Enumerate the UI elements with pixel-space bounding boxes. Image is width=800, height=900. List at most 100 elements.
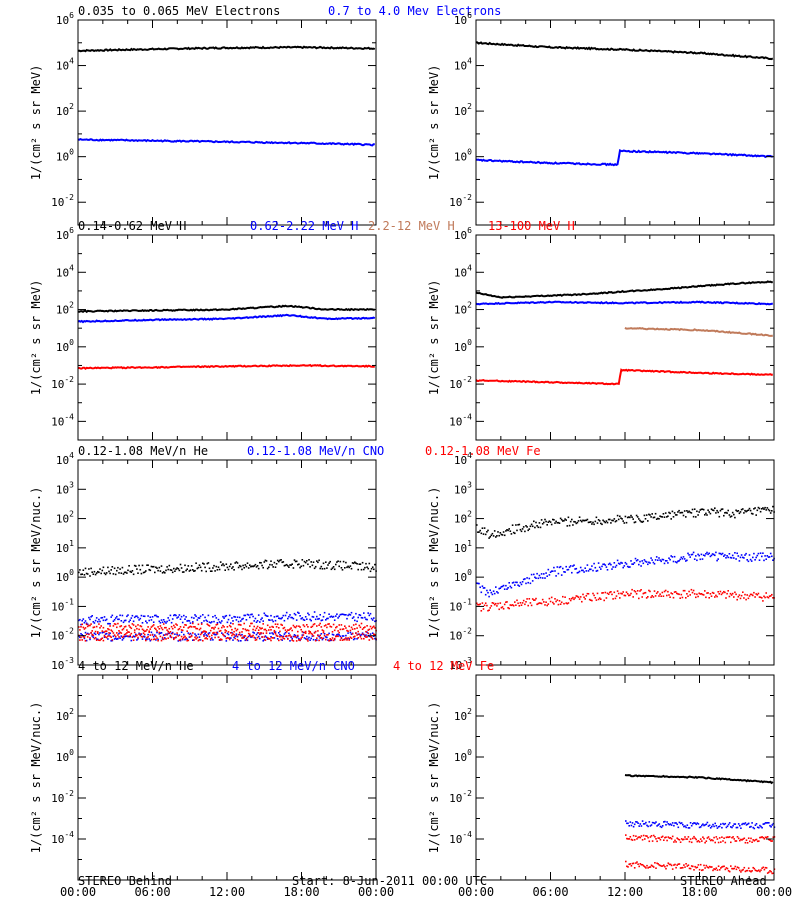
- series-point: [626, 837, 628, 840]
- series-point: [659, 515, 661, 517]
- data-series: [475, 300, 774, 306]
- series-point: [651, 840, 654, 842]
- series-point: [731, 826, 733, 829]
- series-point: [744, 841, 747, 844]
- series-point: [269, 638, 271, 640]
- series-point: [662, 513, 665, 515]
- series-point: [127, 635, 129, 637]
- series-point: [136, 568, 138, 570]
- series-point: [233, 569, 235, 571]
- series-point: [198, 636, 201, 638]
- series-point: [302, 618, 305, 621]
- series-point: [670, 838, 673, 840]
- series-point: [487, 591, 489, 594]
- series-point: [662, 595, 665, 597]
- series-point: [122, 627, 125, 630]
- series-point: [612, 566, 614, 568]
- series-point: [657, 837, 659, 839]
- series-point: [735, 840, 738, 842]
- series-point: [79, 639, 81, 641]
- series-point: [593, 523, 595, 526]
- series-point: [183, 633, 185, 636]
- series-point: [511, 524, 514, 526]
- series-point: [85, 633, 88, 636]
- series-point: [161, 572, 164, 574]
- series-point: [489, 607, 491, 609]
- series-point: [771, 872, 773, 875]
- series-line: [475, 300, 774, 306]
- series-point: [531, 598, 534, 600]
- series-point: [583, 596, 585, 599]
- series-point: [148, 568, 150, 571]
- series-point: [567, 602, 570, 604]
- series-point: [280, 559, 282, 561]
- series-point: [771, 824, 773, 826]
- series-point: [750, 825, 752, 828]
- y-tick-label: 10-2: [449, 375, 472, 391]
- series-point: [156, 631, 158, 634]
- series-point: [241, 637, 243, 639]
- series-point: [216, 622, 219, 624]
- series-point: [89, 624, 91, 627]
- series-point: [694, 837, 696, 840]
- series-point: [200, 622, 203, 624]
- series-point: [196, 619, 199, 621]
- series-point: [709, 866, 712, 868]
- series-point: [95, 639, 98, 641]
- series-point: [736, 552, 738, 555]
- series-point: [669, 837, 672, 839]
- series-point: [109, 623, 111, 625]
- series-point: [581, 520, 583, 523]
- series-point: [167, 632, 169, 635]
- series-point: [764, 555, 766, 557]
- series-point: [335, 635, 337, 638]
- series-point: [709, 555, 712, 558]
- series-point: [649, 836, 652, 838]
- series-point: [659, 559, 661, 561]
- series-point: [512, 531, 515, 534]
- y-tick-label: 103: [454, 480, 472, 496]
- series-point: [316, 625, 318, 627]
- y-tick-label: 10-4: [51, 412, 74, 428]
- series-point: [85, 572, 88, 575]
- series-point: [644, 591, 647, 594]
- series-point: [371, 632, 374, 634]
- series-point: [102, 566, 105, 569]
- series-point: [103, 636, 106, 638]
- series-point: [767, 596, 770, 599]
- series-point: [138, 633, 140, 636]
- x-tick-label: 06:00: [532, 885, 568, 899]
- series-point: [126, 635, 128, 637]
- series-point: [666, 839, 668, 842]
- series-point: [278, 627, 280, 629]
- series-point: [698, 868, 701, 871]
- series-point: [110, 636, 112, 638]
- series-point: [294, 614, 297, 616]
- series-point: [249, 633, 251, 636]
- series-point: [712, 839, 714, 842]
- series-point: [157, 638, 159, 641]
- series-point: [265, 615, 268, 617]
- series-point: [204, 566, 206, 569]
- series-point: [304, 632, 307, 634]
- series-point: [212, 639, 214, 641]
- series-point: [338, 615, 340, 618]
- series-point: [147, 633, 149, 636]
- series-point: [598, 566, 601, 569]
- series-point: [236, 635, 239, 638]
- series-point: [678, 839, 681, 841]
- series-point: [642, 592, 645, 595]
- series-point: [755, 593, 757, 595]
- series-point: [660, 865, 663, 867]
- series-point: [660, 595, 662, 597]
- series-point: [101, 630, 104, 632]
- series-point: [128, 620, 130, 623]
- series-point: [646, 835, 648, 837]
- series-point: [241, 568, 243, 571]
- series-point: [725, 557, 727, 559]
- series-point: [185, 616, 187, 618]
- series-point: [275, 615, 278, 618]
- series-point: [309, 566, 311, 568]
- series-point: [308, 559, 310, 561]
- series-point: [205, 570, 207, 573]
